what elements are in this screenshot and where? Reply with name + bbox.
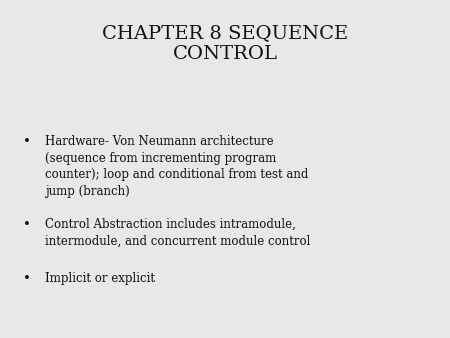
Text: •: •: [23, 272, 31, 285]
Text: Implicit or explicit: Implicit or explicit: [45, 272, 155, 285]
Text: Control Abstraction includes intramodule,
intermodule, and concurrent module con: Control Abstraction includes intramodule…: [45, 218, 310, 247]
Text: •: •: [23, 218, 31, 231]
Text: Hardware- Von Neumann architecture
(sequence from incrementing program
counter);: Hardware- Von Neumann architecture (sequ…: [45, 135, 308, 198]
Text: •: •: [23, 135, 31, 148]
Text: CHAPTER 8 SEQUENCE
CONTROL: CHAPTER 8 SEQUENCE CONTROL: [102, 24, 348, 63]
